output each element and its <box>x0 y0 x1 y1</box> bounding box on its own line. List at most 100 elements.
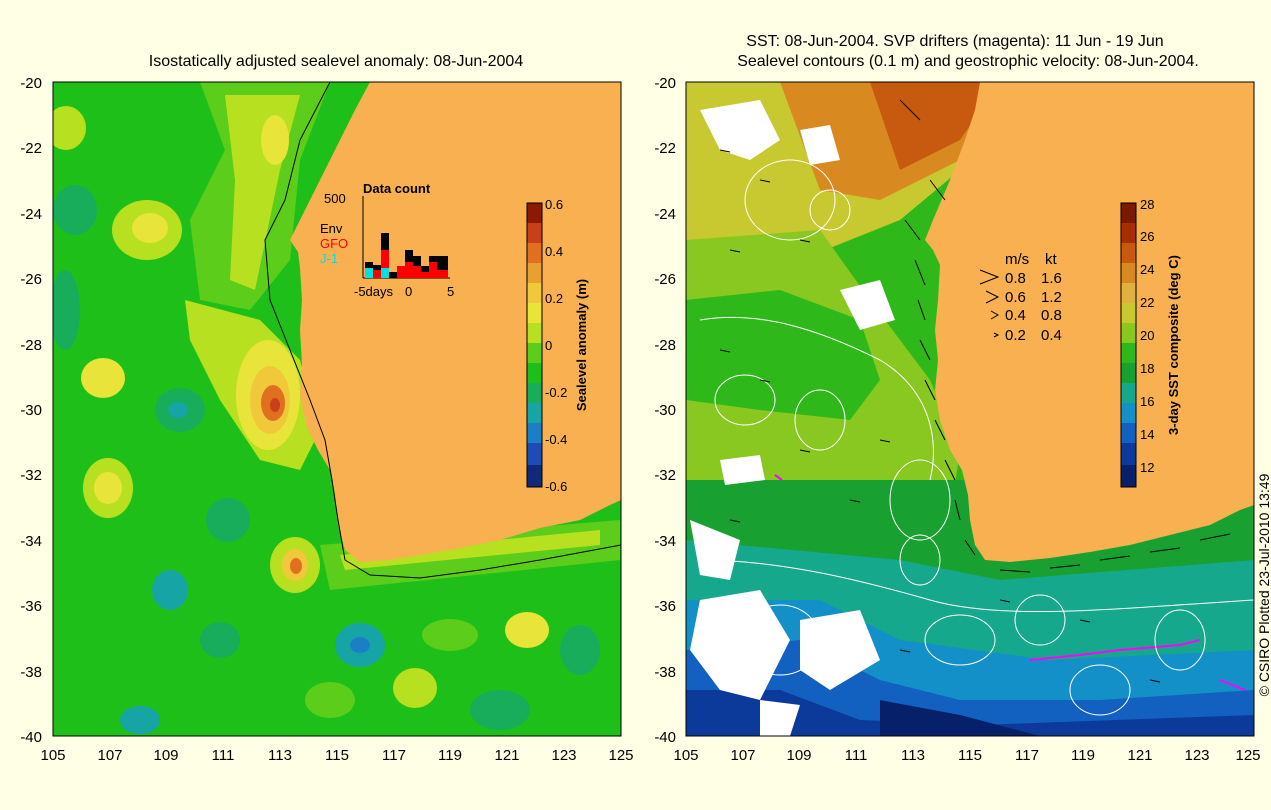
drifter-track <box>1029 639 1201 661</box>
negative-anomaly-field <box>53 185 600 734</box>
svg-text:12: 12 <box>1140 460 1154 475</box>
right-colorbar: 28 26 24 22 20 18 16 14 12 3-day SST com… <box>1120 197 1181 488</box>
credit: © CSIRO Plotted 23-Jul-2010 13:49 <box>1256 473 1271 696</box>
svg-text:0.4: 0.4 <box>1041 327 1062 344</box>
svg-text:-34: -34 <box>20 533 42 550</box>
data-count-inset: Data count 500 Env GFO J-1 <box>320 181 454 299</box>
svg-text:121: 121 <box>494 747 519 764</box>
svg-text:0.8: 0.8 <box>1041 307 1062 324</box>
svg-text:0.2: 0.2 <box>1005 327 1026 344</box>
right-colorbar-label: 3-day SST composite (deg C) <box>1166 255 1181 435</box>
svg-text:-36: -36 <box>654 598 676 615</box>
svg-text:-0.6: -0.6 <box>545 479 567 494</box>
svg-text:-0.4: -0.4 <box>545 432 567 447</box>
data-count-xlabel-right: 5 <box>447 284 454 299</box>
shelf-contour <box>264 82 621 579</box>
svg-text:-26: -26 <box>654 271 676 288</box>
svg-text:0: 0 <box>545 338 552 353</box>
svg-text:28: 28 <box>1140 197 1154 212</box>
left-map-title: Isostatically adjusted sealevel anomaly:… <box>149 53 524 70</box>
right-map-frame <box>685 81 1255 737</box>
svg-text:-24: -24 <box>654 206 676 223</box>
svg-text:111: 111 <box>212 747 235 764</box>
right-land <box>925 82 1254 562</box>
left-x-axis: 105 107 109 111 113 115 117 119 121 123 … <box>40 747 633 764</box>
legend-gfo: GFO <box>320 236 348 251</box>
sealevel-contours <box>699 159 1254 716</box>
data-count-title: Data count <box>363 181 431 196</box>
data-count-bars <box>365 233 448 278</box>
svg-text:105: 105 <box>40 747 65 764</box>
svg-text:0.4: 0.4 <box>1005 307 1026 324</box>
left-map-frame <box>52 81 622 737</box>
svg-text:-24: -24 <box>20 206 42 223</box>
svg-text:-0.2: -0.2 <box>545 385 567 400</box>
data-count-ymax: 500 <box>324 191 346 206</box>
svg-text:-36: -36 <box>20 598 42 615</box>
anomaly-field <box>53 82 620 718</box>
svg-text:18: 18 <box>1140 361 1154 376</box>
arrow-0-8 <box>979 269 1000 285</box>
svg-text:16: 16 <box>1140 394 1154 409</box>
legend-env: Env <box>320 221 343 236</box>
svg-text:-34: -34 <box>654 533 676 550</box>
svg-text:0.8: 0.8 <box>1005 270 1026 287</box>
svg-text:115: 115 <box>325 747 349 764</box>
svg-text:111: 111 <box>845 747 868 764</box>
svg-text:0.2: 0.2 <box>545 291 563 306</box>
svg-text:-22: -22 <box>20 140 42 157</box>
legend-j1: J-1 <box>320 251 338 266</box>
svg-text:-30: -30 <box>654 402 676 419</box>
left-y-axis: -20 -22 -24 -26 -28 -30 -32 -34 -36 -38 … <box>20 75 42 746</box>
svg-text:-38: -38 <box>20 664 42 681</box>
svg-text:0.6: 0.6 <box>545 197 563 212</box>
svg-text:-28: -28 <box>20 337 42 354</box>
svg-text:m/s: m/s <box>1005 251 1029 268</box>
svg-text:0.4: 0.4 <box>545 244 563 259</box>
svg-text:117: 117 <box>382 747 406 764</box>
svg-text:-26: -26 <box>20 271 42 288</box>
svg-text:109: 109 <box>153 747 178 764</box>
data-count-xlabel-mid: 0 <box>405 284 412 299</box>
velocity-legend: m/s kt 0.8 1.6 0.6 1.2 0.4 0.8 0.2 0.4 <box>979 251 1062 344</box>
svg-text:107: 107 <box>730 747 755 764</box>
svg-text:121: 121 <box>1127 747 1152 764</box>
left-land <box>290 82 621 562</box>
svg-text:1.6: 1.6 <box>1041 270 1062 287</box>
svg-text:26: 26 <box>1140 229 1154 244</box>
svg-text:-28: -28 <box>654 337 676 354</box>
data-count-xlabel-left: -5days <box>354 284 394 299</box>
svg-text:-30: -30 <box>20 402 42 419</box>
svg-text:115: 115 <box>958 747 982 764</box>
svg-text:113: 113 <box>268 747 292 764</box>
svg-text:kt: kt <box>1045 251 1058 268</box>
svg-text:-38: -38 <box>654 664 676 681</box>
svg-text:-32: -32 <box>20 467 42 484</box>
svg-text:14: 14 <box>1140 427 1154 442</box>
svg-text:20: 20 <box>1140 328 1154 343</box>
arrow-0-2 <box>993 332 1000 338</box>
svg-text:119: 119 <box>1071 747 1095 764</box>
svg-text:123: 123 <box>1184 747 1209 764</box>
arrow-0-6 <box>985 290 1000 304</box>
svg-text:22: 22 <box>1140 295 1154 310</box>
svg-text:109: 109 <box>786 747 811 764</box>
right-map <box>686 82 1254 736</box>
velocity-vectors <box>719 99 1231 683</box>
svg-text:-32: -32 <box>654 467 676 484</box>
svg-text:24: 24 <box>1140 262 1154 277</box>
right-map-title-line1: SST: 08-Jun-2004. SVP drifters (magenta)… <box>746 33 1163 50</box>
right-map-title-line2: Sealevel contours (0.1 m) and geostrophi… <box>737 53 1199 70</box>
left-colorbar-label: Sealevel anomaly (m) <box>574 279 589 411</box>
svg-text:123: 123 <box>551 747 576 764</box>
svg-text:-20: -20 <box>654 75 676 92</box>
svg-text:113: 113 <box>901 747 925 764</box>
svg-text:-20: -20 <box>20 75 42 92</box>
svg-text:107: 107 <box>97 747 122 764</box>
svg-text:105: 105 <box>673 747 698 764</box>
left-colorbar: 0.6 0.4 0.2 0 -0.2 -0.4 -0.6 Sealevel an… <box>526 197 589 494</box>
svg-text:117: 117 <box>1015 747 1039 764</box>
svg-text:0.6: 0.6 <box>1005 289 1026 306</box>
svg-text:-22: -22 <box>654 140 676 157</box>
